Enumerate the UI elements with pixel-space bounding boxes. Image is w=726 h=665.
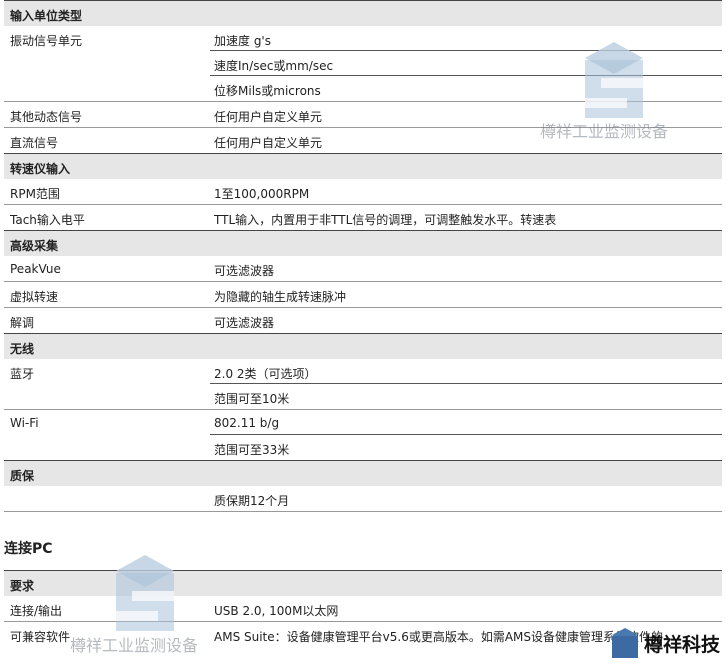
row-label: 其他动态信号: [10, 110, 83, 124]
brand-name: 樽祥科技: [643, 634, 720, 656]
row-label: 振动信号单元: [10, 34, 83, 48]
header-label: 转速仪输入: [10, 162, 71, 176]
row-value: 任何用户自定义单元: [214, 110, 323, 124]
spec-table-pc: 要求 连接/输出 USB 2.0, 100M以太网 可兼容软件 AMS Suite：…: [4, 570, 722, 647]
table-header: 质保: [4, 460, 722, 486]
table-row: 连接/输出 USB 2.0, 100M以太网: [4, 596, 722, 622]
row-label: 解调: [10, 316, 35, 330]
row-label: 直流信号: [10, 136, 59, 150]
table-header: 无线: [4, 333, 722, 359]
row-label: 蓝牙: [10, 367, 35, 381]
row-value: USB 2.0, 100M以太网: [214, 604, 339, 618]
row-value: 质保期12个月: [214, 494, 290, 508]
row-label: 虚拟转速: [10, 290, 59, 304]
row-value: 1至100,000RPM: [214, 187, 310, 201]
row-value: 可选滤波器: [214, 316, 275, 330]
table-row: RPM范围 1至100,000RPM: [4, 179, 722, 205]
table-row: 虚拟转速 为隐藏的轴生成转速脉冲: [4, 282, 722, 308]
table-header: 输入单位类型: [4, 0, 722, 26]
table-row: 范围可至33米: [4, 435, 722, 460]
spec-table-input: 输入单位类型 振动信号单元 加速度 g's 速度In/sec或mm/sec 位移M…: [4, 0, 722, 512]
table-row: 直流信号 任何用户自定义单元: [4, 128, 722, 153]
table-row: 位移Mils或microns: [4, 76, 722, 102]
row-value: 802.11 b/g: [214, 416, 280, 430]
table-header: 高级采集: [4, 230, 722, 256]
row-value: 速度In/sec或mm/sec: [214, 59, 334, 73]
row-value: 加速度 g's: [214, 34, 271, 48]
table-row: 解调 可选滤波器: [4, 308, 722, 333]
row-label: 可兼容软件: [10, 630, 71, 644]
row-value: 范围可至10米: [214, 392, 290, 406]
row-value: 为隐藏的轴生成转速脉冲: [214, 290, 347, 304]
header-label: 质保: [10, 469, 35, 483]
table-row: 可兼容软件 AMS Suite：设备健康管理平台v5.6或更高版本。如需AMS设备…: [4, 622, 722, 647]
row-value: AMS Suite：设备健康管理平台v5.6或更高版本。如需AMS设备健康管理系…: [214, 630, 664, 644]
row-value: 2.0 2类（可选项）: [214, 367, 317, 381]
row-value: 范围可至33米: [214, 443, 290, 457]
header-label: 无线: [10, 342, 35, 356]
table-row: 质保期12个月: [4, 486, 722, 512]
row-value: 位移Mils或microns: [214, 84, 321, 98]
row-label: RPM范围: [10, 187, 60, 201]
table-row: Wi-Fi 802.11 b/g: [4, 410, 722, 435]
row-value: 任何用户自定义单元: [214, 136, 323, 150]
row-label: 连接/输出: [10, 604, 63, 618]
table-row: 振动信号单元 加速度 g's: [4, 26, 722, 51]
row-value: 可选滤波器: [214, 264, 275, 278]
row-value: TTL输入，内置用于非TTL信号的调理，可调整触发水平。转速表: [214, 213, 557, 227]
header-label: 要求: [10, 579, 35, 593]
table-header: 转速仪输入: [4, 153, 722, 179]
row-label: Wi-Fi: [10, 416, 39, 430]
table-row: 范围可至10米: [4, 384, 722, 410]
table-row: 速度In/sec或mm/sec: [4, 51, 722, 76]
table-row: PeakVue 可选滤波器: [4, 256, 722, 282]
row-label: Tach输入电平: [10, 213, 85, 227]
table-row: 其他动态信号 任何用户自定义单元: [4, 102, 722, 128]
row-label: PeakVue: [10, 262, 61, 276]
header-label: 高级采集: [10, 239, 59, 253]
table-row: 蓝牙 2.0 2类（可选项）: [4, 359, 722, 384]
section-title: 连接PC: [4, 541, 53, 557]
table-header: 要求: [4, 570, 722, 596]
header-label: 输入单位类型: [10, 9, 83, 23]
table-row: Tach输入电平 TTL输入，内置用于非TTL信号的调理，可调整触发水平。转速表: [4, 205, 722, 230]
